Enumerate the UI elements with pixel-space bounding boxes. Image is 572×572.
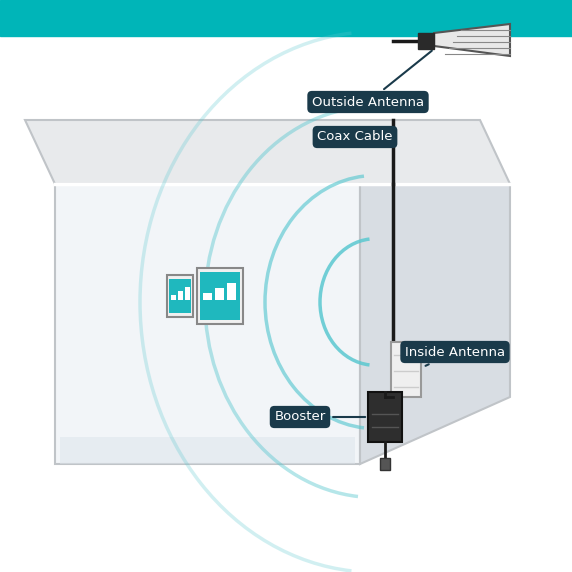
Bar	[167, 275, 193, 317]
Bar	[215, 288, 224, 300]
Bar	[380, 458, 390, 470]
Bar	[169, 279, 191, 313]
Bar	[391, 342, 421, 397]
Bar	[203, 293, 212, 300]
Text: Outside Antenna: Outside Antenna	[312, 51, 432, 109]
Bar	[227, 283, 236, 300]
Bar	[418, 33, 434, 49]
Bar	[178, 291, 183, 300]
Text: Booster: Booster	[275, 411, 365, 423]
Bar	[368, 392, 402, 442]
Bar	[171, 295, 176, 300]
Text: Inside Antenna: Inside Antenna	[405, 345, 505, 366]
Polygon shape	[60, 437, 355, 464]
Polygon shape	[434, 24, 510, 56]
Polygon shape	[25, 120, 510, 184]
Polygon shape	[360, 184, 510, 464]
Bar	[200, 272, 240, 320]
Bar	[197, 268, 243, 324]
Polygon shape	[55, 184, 360, 464]
Bar	[0, 0, 572, 36]
Text: Coax Cable: Coax Cable	[317, 130, 393, 144]
Bar	[185, 287, 190, 300]
